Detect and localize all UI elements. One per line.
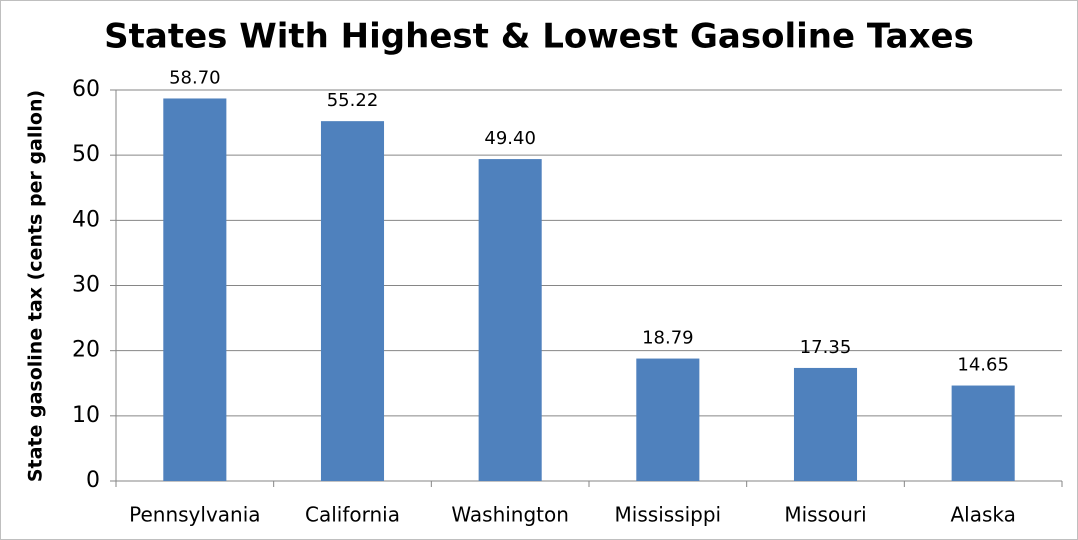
y-axis-label: State gasoline tax (cents per gallon) bbox=[25, 90, 47, 482]
bar bbox=[793, 367, 858, 481]
x-tick-label: Alaska bbox=[950, 503, 1015, 527]
y-tick-label: 40 bbox=[72, 207, 100, 232]
y-tick-label: 60 bbox=[72, 77, 100, 102]
data-label: 17.35 bbox=[800, 337, 852, 358]
bar bbox=[478, 159, 542, 481]
x-tick-label: Missouri bbox=[784, 503, 866, 527]
y-tick-label: 50 bbox=[72, 142, 100, 167]
data-label: 18.79 bbox=[642, 328, 694, 349]
x-tick-label: Mississippi bbox=[615, 503, 722, 527]
chart-title: States With Highest & Lowest Gasoline Ta… bbox=[104, 17, 974, 57]
y-tick-label: 20 bbox=[72, 338, 100, 363]
bar bbox=[636, 358, 700, 481]
x-tick-label: Pennsylvania bbox=[129, 503, 260, 527]
y-tick-label: 0 bbox=[86, 468, 100, 493]
x-tick-label: Washington bbox=[451, 503, 569, 527]
y-tick-label: 10 bbox=[72, 403, 100, 428]
data-label: 55.22 bbox=[327, 90, 379, 111]
bar bbox=[951, 385, 1015, 481]
data-label: 58.70 bbox=[169, 67, 221, 88]
x-tick-label: California bbox=[305, 503, 400, 527]
y-tick-label: 30 bbox=[72, 273, 100, 298]
data-label: 14.65 bbox=[957, 355, 1009, 376]
bar bbox=[320, 121, 385, 482]
data-label: 49.40 bbox=[484, 128, 536, 149]
bar bbox=[163, 98, 227, 481]
